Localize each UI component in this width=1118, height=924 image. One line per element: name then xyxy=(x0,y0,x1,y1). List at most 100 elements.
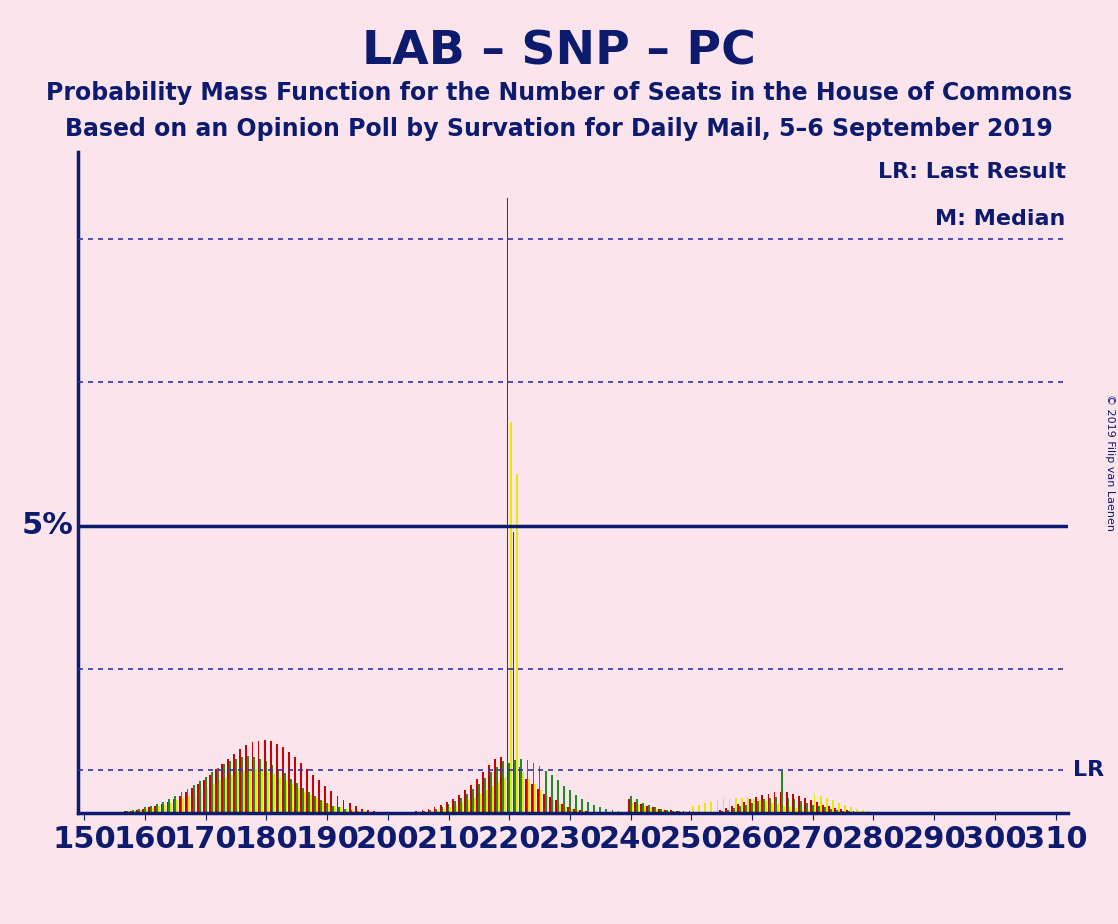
Bar xyxy=(442,807,444,813)
Bar xyxy=(496,767,498,813)
Bar xyxy=(192,785,195,813)
Bar xyxy=(804,797,806,813)
Bar xyxy=(494,760,496,813)
Bar xyxy=(726,808,727,813)
Bar xyxy=(324,786,326,813)
Bar xyxy=(517,474,518,813)
Bar xyxy=(544,771,547,813)
Bar xyxy=(856,809,858,813)
Bar xyxy=(844,805,846,813)
Bar xyxy=(154,806,157,813)
Bar xyxy=(519,767,521,813)
Bar xyxy=(235,759,237,813)
Bar xyxy=(749,799,751,813)
Bar xyxy=(646,806,648,813)
Bar xyxy=(733,808,735,813)
Bar xyxy=(152,808,154,813)
Bar xyxy=(219,781,220,813)
Bar xyxy=(197,784,199,813)
Bar xyxy=(799,801,802,813)
Bar xyxy=(221,764,222,813)
Bar xyxy=(229,761,231,813)
Bar xyxy=(434,808,436,813)
Bar xyxy=(310,796,312,813)
Bar xyxy=(164,805,165,813)
Bar xyxy=(134,811,135,813)
Bar xyxy=(354,807,357,813)
Bar xyxy=(850,808,852,813)
Bar xyxy=(552,800,555,813)
Text: Probability Mass Function for the Number of Seats in the House of Commons: Probability Mass Function for the Number… xyxy=(46,81,1072,105)
Bar xyxy=(634,802,636,813)
Bar xyxy=(146,809,148,813)
Bar xyxy=(241,757,243,813)
Bar xyxy=(747,798,749,813)
Bar xyxy=(579,810,581,813)
Bar xyxy=(735,798,737,813)
Bar xyxy=(654,808,656,813)
Bar xyxy=(798,796,799,813)
Bar xyxy=(504,777,506,813)
Bar xyxy=(120,812,122,813)
Bar xyxy=(575,795,577,813)
Bar xyxy=(589,812,591,813)
Bar xyxy=(280,777,282,813)
Bar xyxy=(811,800,812,813)
Bar xyxy=(656,809,657,813)
Bar xyxy=(781,771,784,813)
Bar xyxy=(692,807,694,813)
Bar xyxy=(862,810,864,813)
Bar xyxy=(752,798,755,813)
Text: LR: LR xyxy=(1072,760,1103,780)
Bar xyxy=(446,802,447,813)
Bar xyxy=(764,799,765,813)
Bar xyxy=(828,807,830,813)
Bar xyxy=(842,811,844,813)
Bar xyxy=(459,797,462,813)
Bar xyxy=(370,812,372,813)
Bar xyxy=(255,770,257,813)
Bar xyxy=(339,808,340,813)
Bar xyxy=(534,784,537,813)
Bar xyxy=(452,798,454,813)
Bar xyxy=(357,811,359,813)
Bar xyxy=(322,801,324,813)
Bar xyxy=(795,808,797,813)
Bar xyxy=(826,798,827,813)
Bar xyxy=(119,812,120,813)
Bar xyxy=(364,811,367,813)
Bar xyxy=(187,789,189,813)
Bar xyxy=(514,760,517,813)
Bar xyxy=(837,803,840,813)
Bar xyxy=(551,775,552,813)
Bar xyxy=(490,772,492,813)
Bar xyxy=(489,765,490,813)
Bar xyxy=(149,808,150,813)
Bar xyxy=(819,796,822,813)
Bar xyxy=(789,807,792,813)
Bar xyxy=(768,794,769,813)
Bar xyxy=(691,812,692,813)
Bar xyxy=(680,812,682,813)
Bar xyxy=(524,779,527,813)
Bar xyxy=(531,784,532,813)
Bar xyxy=(284,773,285,813)
Bar xyxy=(859,812,861,813)
Bar xyxy=(642,803,644,813)
Bar xyxy=(786,793,787,813)
Bar xyxy=(144,808,146,813)
Bar xyxy=(379,812,381,813)
Bar xyxy=(591,812,594,813)
Bar xyxy=(776,797,777,813)
Bar xyxy=(231,774,233,813)
Bar xyxy=(582,811,585,813)
Bar xyxy=(624,812,625,813)
Bar xyxy=(439,805,442,813)
Bar xyxy=(306,769,309,813)
Bar xyxy=(832,800,834,813)
Bar xyxy=(689,811,691,813)
Bar xyxy=(288,751,290,813)
Bar xyxy=(200,790,202,813)
Bar xyxy=(265,761,267,813)
Bar xyxy=(212,784,215,813)
